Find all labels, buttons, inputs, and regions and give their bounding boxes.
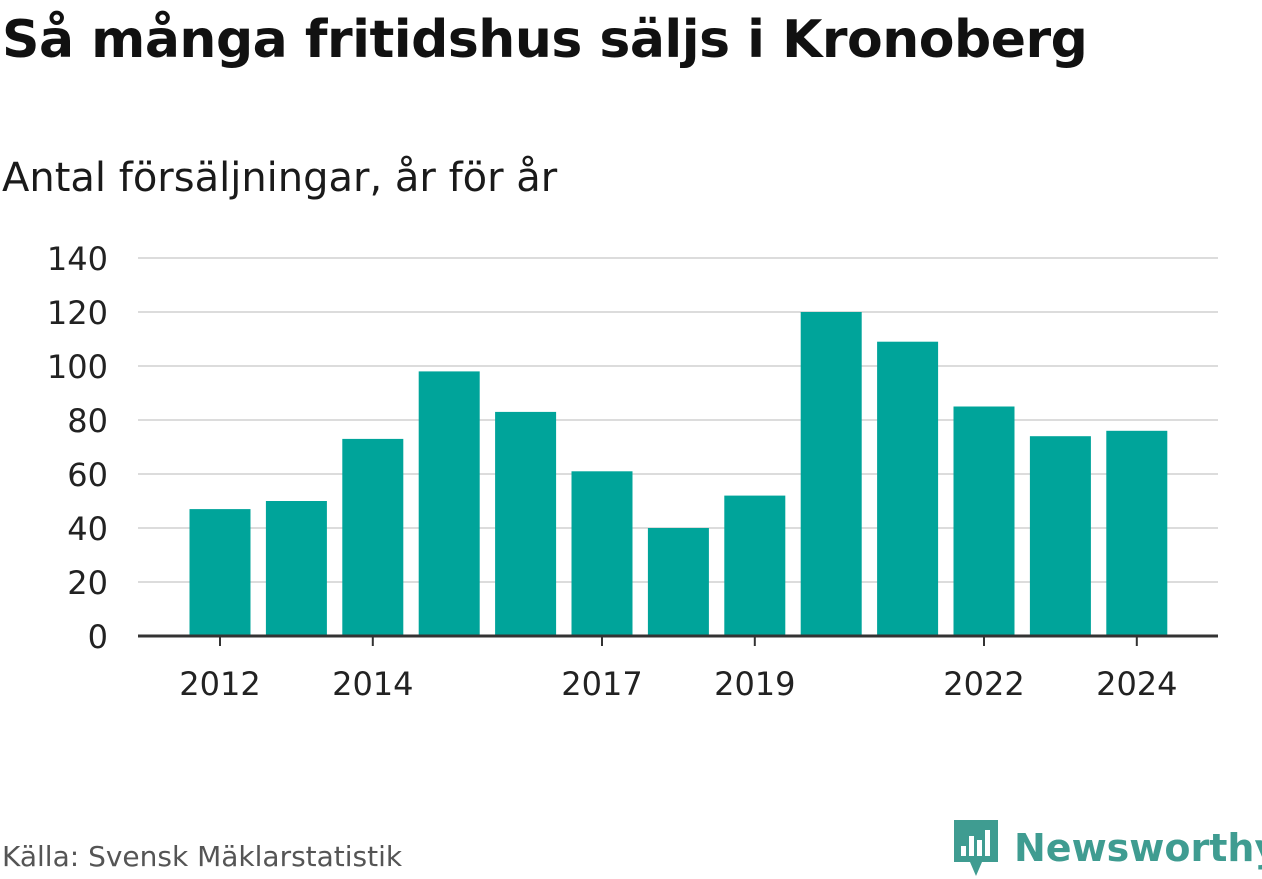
brand-name: Newsworthy: [1014, 826, 1262, 870]
chart-subtitle: Antal försäljningar, år för år: [2, 155, 558, 201]
bar-2023: [1029, 436, 1091, 636]
x-tick-label: 2019: [714, 665, 795, 703]
x-tick-label: 2014: [332, 665, 413, 703]
y-tick-label: 0: [88, 618, 108, 656]
bar-2020: [800, 312, 862, 636]
x-tick-label: 2022: [943, 665, 1024, 703]
bar-2022: [953, 406, 1015, 636]
bars: [189, 312, 1168, 636]
y-tick-label: 120: [47, 294, 108, 332]
chart-title: Så många fritidshus säljs i Kronoberg: [2, 10, 1088, 70]
y-tick-label: 100: [47, 348, 108, 386]
bar-2012: [189, 509, 251, 636]
brand-logo[interactable]: Newsworthy: [952, 818, 1262, 878]
y-tick-label: 140: [47, 240, 108, 278]
bar-2019: [724, 495, 786, 636]
newsworthy-logo-icon: [954, 820, 998, 876]
y-tick-label: 40: [67, 510, 108, 548]
x-tick-label: 2012: [179, 665, 260, 703]
bar-2021: [877, 341, 939, 636]
bar-2013: [265, 501, 327, 636]
y-tick-label: 20: [67, 564, 108, 602]
x-axis-ticks: 2012 2014 2017 2019 2022 2024: [179, 636, 1178, 703]
bar-2016: [495, 411, 557, 636]
bar-2017: [571, 471, 633, 636]
y-tick-label: 60: [67, 456, 108, 494]
x-tick-label: 2017: [561, 665, 642, 703]
bar-2014: [342, 438, 404, 636]
bar-2018: [647, 528, 709, 636]
y-tick-label: 80: [67, 402, 108, 440]
bar-2015: [418, 371, 480, 636]
y-axis-ticks: 0 20 40 60 80 100 120 140: [47, 240, 108, 656]
source-note: Källa: Svensk Mäklarstatistik: [2, 840, 403, 873]
x-tick-label: 2024: [1096, 665, 1177, 703]
bar-2024: [1106, 430, 1168, 636]
